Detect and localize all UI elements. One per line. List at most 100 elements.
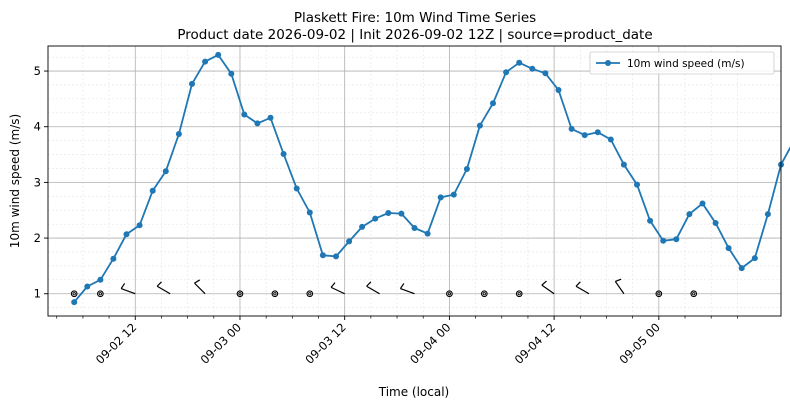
wind-barb-flag: [615, 278, 622, 283]
data-point: [476, 122, 483, 129]
wind-barb-shaft: [400, 288, 415, 295]
data-point: [673, 236, 680, 243]
data-point: [424, 230, 431, 237]
minor-grid: [48, 46, 781, 316]
plot-area-frame: [47, 45, 782, 317]
data-point: [189, 80, 195, 87]
calm-wind-circle: [97, 290, 104, 298]
wind-barb-flag: [399, 283, 405, 289]
data-point: [660, 237, 667, 244]
data-point: [162, 168, 169, 175]
wind-barb-shaft: [120, 288, 136, 295]
calm-wind-circle: [236, 290, 244, 298]
x-axis-label: Time (local): [378, 385, 450, 399]
wind-speed-series: [71, 51, 790, 306]
legend-marker-swatch: [605, 60, 611, 66]
data-point: [647, 217, 654, 224]
data-point: [293, 185, 300, 192]
calm-wind-circle: [271, 290, 279, 298]
wind-barb-flag: [366, 281, 372, 287]
data-point: [71, 299, 78, 306]
data-point: [123, 231, 130, 238]
legend-entry-label: 10m wind speed (m/s): [627, 58, 745, 70]
data-point: [254, 120, 261, 127]
wind-barb-shaft: [614, 281, 625, 295]
data-point: [175, 131, 182, 137]
data-point: [738, 265, 745, 272]
data-point: [463, 166, 470, 172]
chart-title: Plaskett Fire: 10m Wind Time Series: [294, 10, 536, 26]
data-point: [555, 87, 562, 93]
data-point: [620, 161, 627, 168]
data-point: [712, 220, 719, 226]
wind-barb-flag: [541, 280, 547, 286]
data-point: [149, 187, 156, 194]
data-point: [581, 132, 588, 139]
data-point: [241, 111, 248, 118]
data-point: [751, 255, 758, 262]
data-point: [372, 215, 379, 222]
wind-barb-shaft: [156, 285, 171, 295]
calm-wind-inner-circle: [238, 292, 242, 296]
calm-wind-inner-circle: [273, 292, 277, 296]
wind-barb-shaft: [541, 284, 555, 295]
calm-wind-circle: [515, 290, 523, 298]
wind-barb-flag: [120, 283, 126, 289]
calm-wind-inner-circle: [308, 292, 312, 296]
calm-wind-circle: [690, 290, 698, 298]
calm-wind-circle: [446, 290, 453, 298]
wind-barb-flag: [156, 281, 162, 287]
data-point: [699, 200, 706, 207]
data-point: [568, 125, 575, 132]
wind-barb-flag: [330, 282, 336, 288]
data-point: [764, 211, 771, 218]
data-point: [306, 209, 313, 216]
data-point: [319, 252, 326, 259]
wind-barb-shaft: [575, 285, 590, 295]
chart-subtitle: Product date 2026-09-02 | Init 2026-09-0…: [177, 27, 652, 43]
data-point: [490, 100, 496, 107]
data-point: [136, 222, 143, 229]
wind-barb-shaft: [194, 282, 206, 295]
data-point: [346, 238, 353, 245]
y-tick-label: 2: [34, 231, 41, 245]
y-tick-label: 1: [34, 287, 41, 301]
y-tick-label: 4: [34, 120, 41, 134]
wind-barb-flag: [575, 281, 581, 287]
data-point: [411, 225, 418, 231]
y-axis-ticks: 1 2 3 4 5: [34, 64, 48, 301]
wind-barbs: [70, 278, 698, 298]
data-point: [267, 114, 274, 121]
calm-wind-inner-circle: [517, 292, 521, 296]
data-point: [725, 245, 732, 252]
data-point: [686, 211, 693, 218]
data-point: [398, 210, 405, 217]
calm-wind-circle: [480, 290, 488, 298]
data-point: [215, 51, 222, 58]
data-point: [97, 276, 104, 283]
calm-wind-inner-circle: [72, 292, 76, 296]
y-tick-label: 3: [34, 175, 41, 189]
data-point: [228, 70, 235, 77]
data-point: [529, 65, 536, 72]
data-point: [84, 283, 91, 290]
data-point: [503, 69, 510, 76]
calm-wind-inner-circle: [482, 292, 486, 296]
y-tick-label: 5: [34, 64, 41, 78]
data-point: [542, 70, 549, 77]
data-point: [280, 151, 287, 157]
calm-wind-circle: [70, 290, 78, 298]
data-point: [333, 253, 339, 260]
data-point: [594, 129, 601, 136]
data-point: [450, 191, 457, 198]
data-point: [202, 58, 209, 65]
y-axis-label: 10m wind speed (m/s): [8, 114, 22, 248]
calm-wind-circle: [306, 290, 314, 298]
data-point: [607, 136, 614, 143]
wind-barb-shaft: [366, 285, 380, 295]
data-point: [634, 181, 640, 188]
calm-wind-inner-circle: [447, 292, 452, 296]
data-point: [110, 255, 117, 262]
calm-wind-inner-circle: [98, 292, 102, 296]
data-point: [359, 223, 366, 230]
